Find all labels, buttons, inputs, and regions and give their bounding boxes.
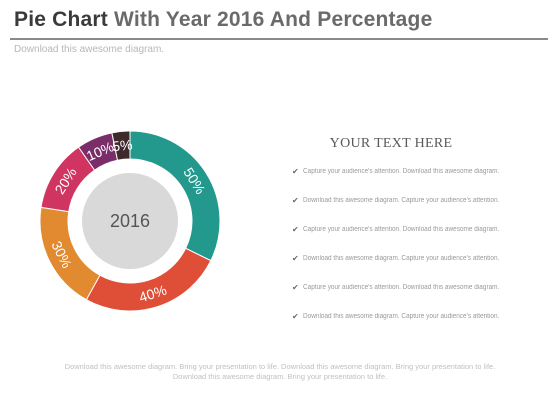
bullet-text: Download this awesome diagram. Capture y… xyxy=(303,255,500,262)
donut-center-label: 2016 xyxy=(110,211,150,231)
page-subtitle: Download this awesome diagram. xyxy=(14,44,165,55)
footer-line-2: Download this awesome diagram. Bring you… xyxy=(172,372,388,381)
checkmark-icon: ✔ xyxy=(292,254,299,263)
page-title-part2: With Year 2016 And Percentage xyxy=(114,8,433,31)
donut-slices xyxy=(39,130,221,312)
bullet-text: Download this awesome diagram. Capture y… xyxy=(303,197,500,204)
bullet-item: ✔ Download this awesome diagram. Capture … xyxy=(292,254,516,283)
checkmark-icon: ✔ xyxy=(292,196,299,205)
title-divider xyxy=(10,38,548,40)
bullet-text: Capture your audience's attention. Downl… xyxy=(303,168,500,175)
bullet-item: ✔ Download this awesome diagram. Capture … xyxy=(292,196,516,225)
bullet-text: Capture your audience's attention. Downl… xyxy=(303,284,500,291)
bullet-item: ✔ Capture your audience's attention. Down… xyxy=(292,283,516,312)
bullet-item: ✔ Capture your audience's attention. Down… xyxy=(292,225,516,254)
footer-line-1: Download this awesome diagram. Bring you… xyxy=(64,362,496,371)
checkmark-icon: ✔ xyxy=(292,167,299,176)
bullet-item: ✔ Capture your audience's attention. Down… xyxy=(292,167,516,196)
bullet-list: ✔ Capture your audience's attention. Down… xyxy=(292,167,516,341)
bullet-item: ✔ Download this awesome diagram. Capture … xyxy=(292,312,516,341)
page-title-part1: Pie Chart xyxy=(14,8,108,31)
checkmark-icon: ✔ xyxy=(292,225,299,234)
bullet-text: Capture your audience's attention. Downl… xyxy=(303,226,500,233)
footer-text: Download this awesome diagram. Bring you… xyxy=(40,362,520,382)
bullet-text: Download this awesome diagram. Capture y… xyxy=(303,313,500,320)
donut-center-disc xyxy=(82,173,178,269)
page-title: Pie Chart With Year 2016 And Percentage xyxy=(14,8,432,32)
panel-heading: YOUR TEXT HERE xyxy=(329,136,453,151)
checkmark-icon: ✔ xyxy=(292,312,299,321)
slice-label: 5% xyxy=(111,136,133,154)
checkmark-icon: ✔ xyxy=(292,283,299,292)
